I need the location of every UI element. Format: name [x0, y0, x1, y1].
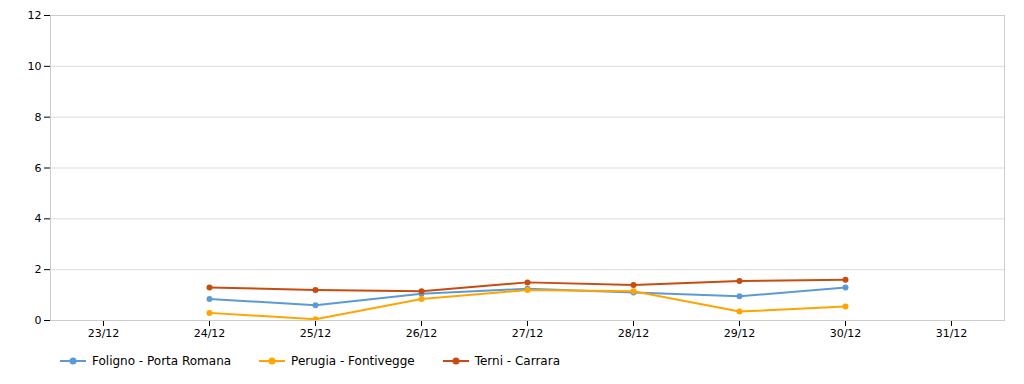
svg-text:10: 10: [28, 60, 42, 73]
svg-text:24/12: 24/12: [194, 327, 226, 340]
svg-text:26/12: 26/12: [406, 327, 438, 340]
svg-text:0: 0: [35, 314, 42, 327]
svg-text:27/12: 27/12: [512, 327, 544, 340]
svg-text:23/12: 23/12: [88, 327, 120, 340]
svg-text:4: 4: [35, 212, 42, 225]
svg-text:28/12: 28/12: [618, 327, 650, 340]
html-text:Terni - Carrara: Terni - Carrara: [474, 354, 560, 368]
html-text:Perugia - Fontivegge: Perugia - Fontivegge: [291, 354, 415, 368]
svg-text:8: 8: [35, 111, 42, 124]
svg-text:6: 6: [35, 162, 42, 175]
svg-text:31/12: 31/12: [936, 327, 968, 340]
svg-text:12: 12: [28, 9, 42, 22]
svg-text:30/12: 30/12: [830, 327, 862, 340]
svg-text:25/12: 25/12: [300, 327, 332, 340]
html-text:Foligno - Porta Romana: Foligno - Porta Romana: [92, 354, 232, 368]
svg-text:2: 2: [35, 263, 42, 276]
svg-text:29/12: 29/12: [724, 327, 756, 340]
